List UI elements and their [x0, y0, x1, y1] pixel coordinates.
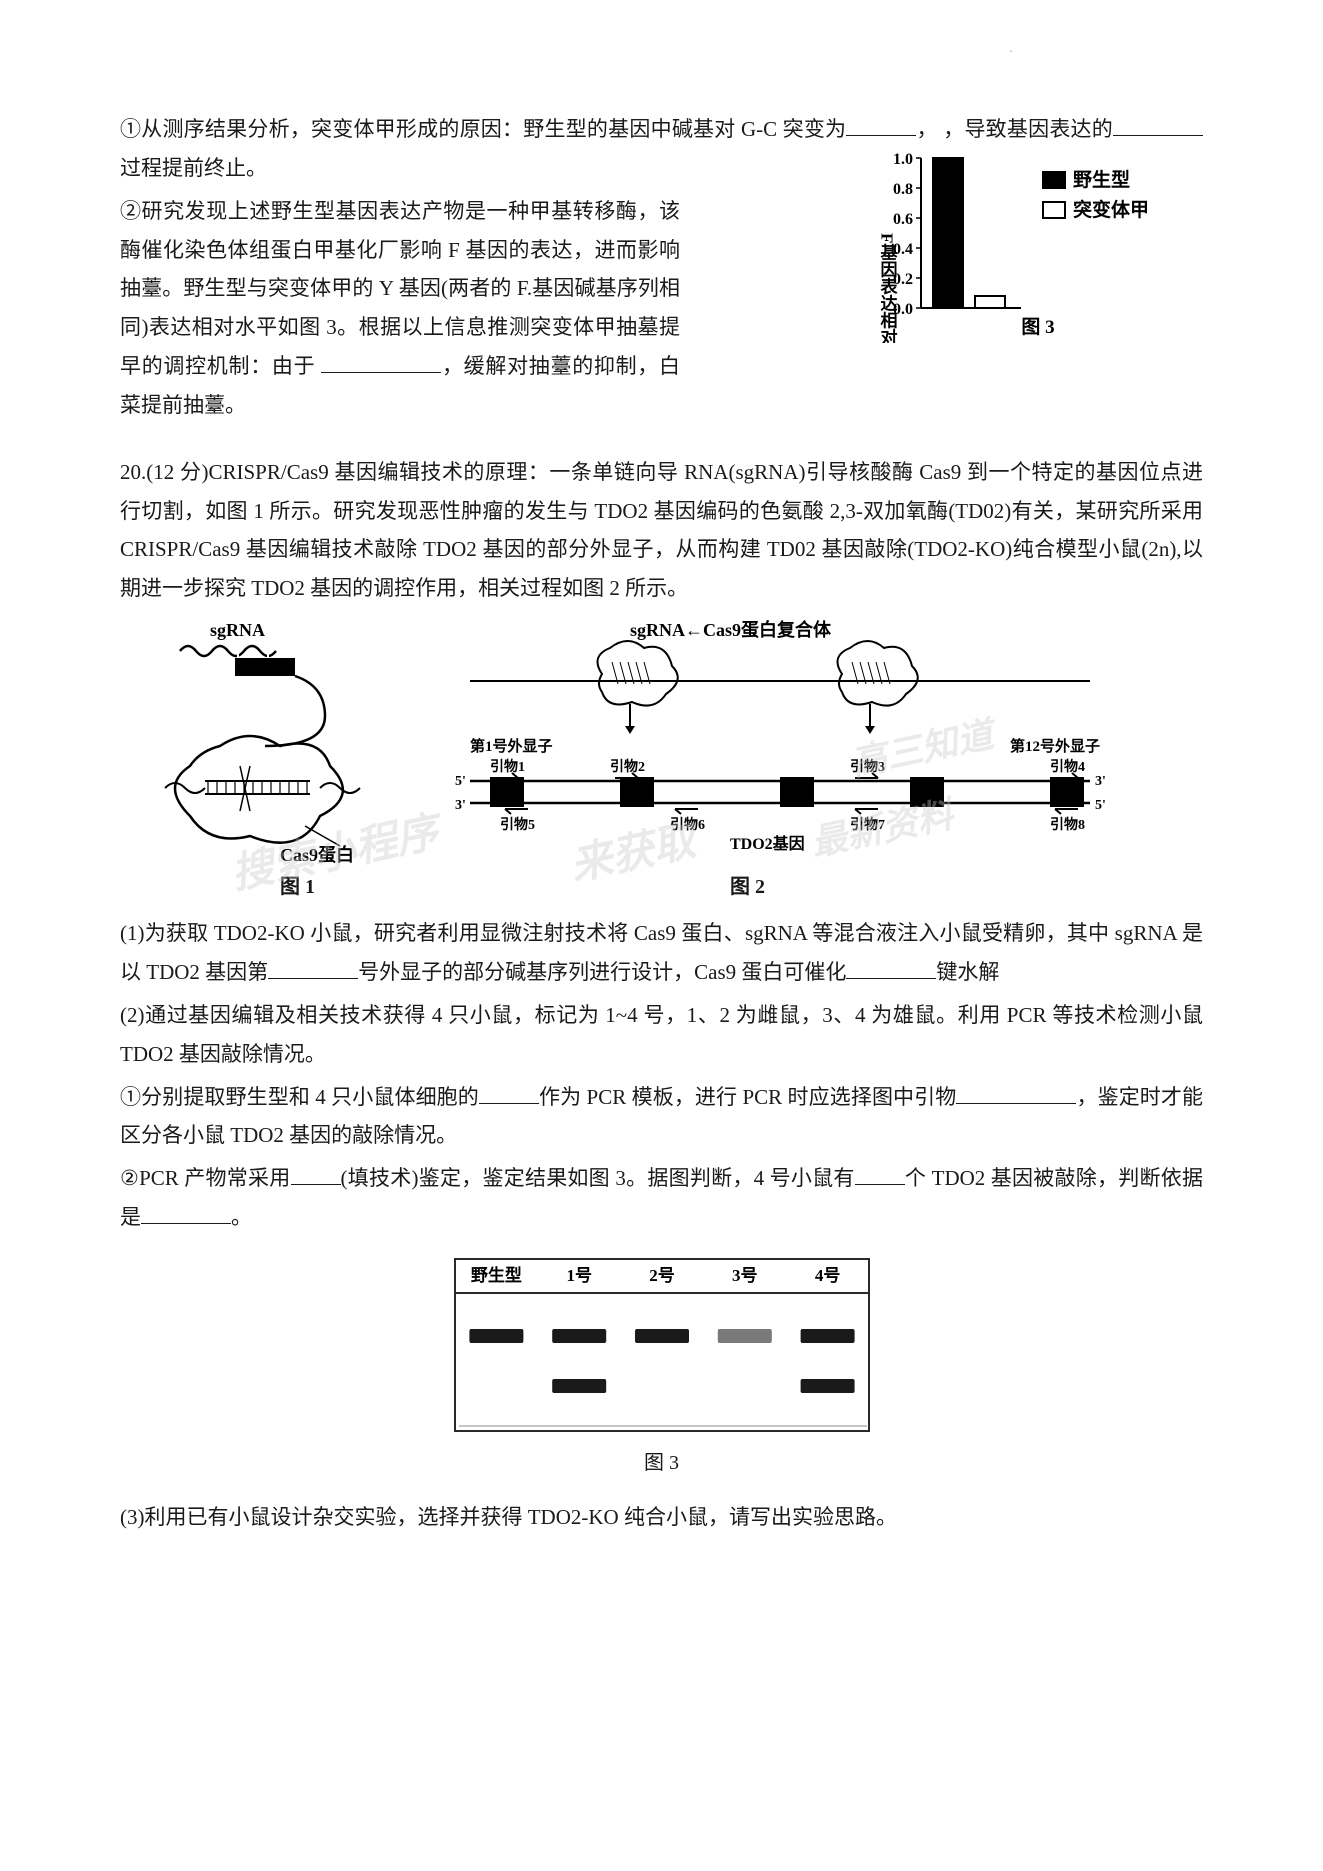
svg-text:Cas9蛋白: Cas9蛋白: [280, 844, 354, 865]
text: 过程提前终止。: [120, 156, 267, 180]
blank: [321, 350, 441, 373]
svg-text:引物8: 引物8: [1050, 816, 1085, 833]
svg-text:1号: 1号: [566, 1266, 592, 1285]
q20-sub22: ②PCR 产物常采用(填技术)鉴定，鉴定结果如图 3。据图判断，4 号小鼠有个 …: [120, 1159, 1203, 1237]
q19-para-2: ②研究发现上述野生型基因表达产物是一种甲基转移酶，该酶催化染色体组蛋白甲基化厂影…: [120, 192, 680, 425]
svg-text:0.8: 0.8: [893, 181, 913, 198]
figure-1-2-diagram: sgRNA Cas9蛋白 sgRNA←Cas9蛋白复合体第1号外显子 第12号外显子引…: [150, 616, 1130, 906]
blank: [141, 1201, 231, 1224]
svg-text:2号: 2号: [649, 1266, 675, 1285]
figure-1-label: 图 1: [280, 869, 315, 906]
question-20: 20.(12 分)CRISPR/Cas9 基因编辑技术的原理：一条单链向导 RN…: [120, 453, 1203, 1537]
svg-text:4号: 4号: [814, 1266, 840, 1285]
q20-intro: 20.(12 分)CRISPR/Cas9 基因编辑技术的原理：一条单链向导 RN…: [120, 453, 1203, 608]
svg-text:1.0: 1.0: [893, 151, 913, 168]
blank: [846, 956, 936, 979]
svg-text:引物4: 引物4: [1050, 758, 1085, 775]
svg-text:引物6: 引物6: [670, 816, 705, 833]
svg-text:sgRNA: sgRNA: [210, 620, 265, 640]
svg-text:第1号外显子: 第1号外显子: [470, 737, 553, 755]
svg-text:野生型: 野生型: [1073, 168, 1130, 191]
blank: [479, 1080, 539, 1103]
text: (填技术)鉴定，鉴定结果如图 3。据图判断，4 号小鼠有: [341, 1166, 855, 1190]
text: ，导致基因表达的: [943, 117, 1113, 141]
page-marker: ·: [1009, 40, 1013, 62]
svg-text:图 3: 图 3: [1021, 316, 1054, 338]
question-19-sub: 0.00.20.40.60.81.0F基因表达相对水平野生型突变体甲图 3 ①从…: [120, 110, 1203, 425]
text: 键水解: [936, 960, 999, 984]
svg-text:第12号外显子: 第12号外显子: [1010, 737, 1100, 755]
svg-text:F基因表达相对水平: F基因表达相对水平: [878, 233, 899, 343]
svg-text:引物2: 引物2: [610, 758, 645, 775]
svg-text:3': 3': [1095, 774, 1106, 789]
svg-text:3号: 3号: [732, 1266, 758, 1285]
q20-sub3: (3)利用已有小鼠设计杂交实验，选择并获得 TDO2-KO 纯合小鼠，请写出实验…: [120, 1498, 1203, 1537]
svg-text:0.6: 0.6: [893, 211, 913, 228]
figure-3-bar-chart: 0.00.20.40.60.81.0F基因表达相对水平野生型突变体甲图 3: [873, 148, 1203, 343]
q20-sub21: ①分别提取野生型和 4 只小鼠体细胞的作为 PCR 模板，进行 PCR 时应选择…: [120, 1078, 1203, 1156]
svg-text:突变体甲: 突变体甲: [1073, 198, 1149, 221]
blank: [268, 956, 358, 979]
figure-3-gel: 野生型 1号 2号 3号 4号 图 3: [447, 1251, 877, 1482]
figure-3-label: 图 3: [447, 1445, 877, 1482]
blank: [1113, 113, 1203, 136]
svg-text:引物5: 引物5: [500, 816, 535, 833]
svg-text:野生型: 野生型: [470, 1265, 521, 1285]
svg-text:sgRNA←Cas9蛋白复合体: sgRNA←Cas9蛋白复合体: [630, 619, 832, 640]
blank: [291, 1162, 341, 1185]
svg-text:5': 5': [1095, 798, 1106, 813]
q19-para-2-wrap: ②研究发现上述野生型基因表达产物是一种甲基转移酶，该酶催化染色体组蛋白甲基化厂影…: [120, 192, 680, 425]
svg-text:5': 5': [455, 774, 466, 789]
document-page: · 0.00.20.40.60.81.0F基因表达相对水平野生型突变体甲图 3 …: [120, 110, 1203, 1537]
q20-sub1: (1)为获取 TDO2-KO 小鼠，研究者利用显微注射技术将 Cas9 蛋白、s…: [120, 914, 1203, 992]
svg-text:3': 3': [455, 798, 466, 813]
svg-text:TDO2基因: TDO2基因: [730, 834, 805, 853]
svg-text:引物1: 引物1: [490, 758, 525, 775]
blank: [956, 1080, 1076, 1103]
q20-sub2: (2)通过基因编辑及相关技术获得 4 只小鼠，标记为 1~4 号，1、2 为雌鼠…: [120, 996, 1203, 1074]
text: 号外显子的部分碱基序列进行设计，Cas9 蛋白可催化: [358, 960, 846, 984]
text: 。: [231, 1205, 252, 1229]
blank: [846, 113, 916, 136]
svg-text:引物7: 引物7: [850, 816, 885, 833]
text: 作为 PCR 模板，进行 PCR 时应选择图中引物: [539, 1085, 956, 1109]
figure-2-label: 图 2: [730, 869, 765, 906]
blank: [855, 1162, 905, 1185]
svg-text:引物3: 引物3: [850, 758, 885, 775]
